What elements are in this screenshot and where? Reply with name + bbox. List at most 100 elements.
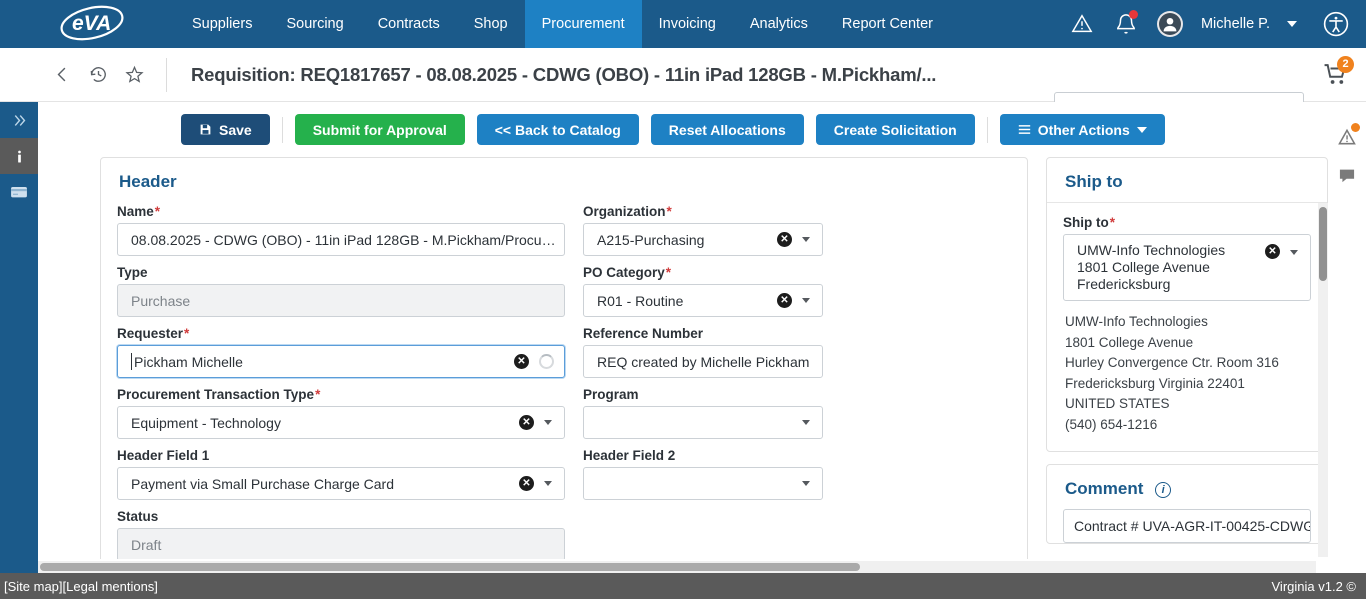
reference-number-value: REQ created by Michelle Pickham [597,353,810,370]
nav-item-invoicing[interactable]: Invoicing [658,16,716,32]
hf1-clear-icon[interactable]: ✕ [519,476,534,491]
notifications-bell-icon[interactable] [1104,0,1148,48]
ship-to-chevron-down-icon[interactable] [1290,250,1298,255]
header-field-1-select[interactable]: Payment via Small Purchase Charge Card ✕ [117,467,565,500]
field-requester-label: Requester* [117,326,190,341]
reference-number-input[interactable]: REQ created by Michelle Pickham [583,345,823,378]
scrollable-content: Header Name* 08.08.2025 - CDWG (OBO) - 1… [38,157,1328,573]
eva-logo[interactable]: eVA [0,0,175,48]
top-navigation-bar: eVA Suppliers Sourcing Contracts Shop Pr… [0,0,1366,48]
nav-item-sourcing[interactable]: Sourcing [286,16,344,32]
field-procurement-transaction-type: Procurement Transaction Type* Equipment … [117,387,583,439]
organization-clear-icon[interactable]: ✕ [777,232,792,247]
nav-item-procurement[interactable]: Procurement [524,0,642,48]
comment-input[interactable]: Contract # UVA-AGR-IT-00425-CDWG [1063,509,1311,544]
ship-to-divider [1047,202,1327,203]
sidebar-item-payment-card[interactable] [0,174,38,210]
favorite-star-icon[interactable] [116,57,152,93]
header-card: Header Name* 08.08.2025 - CDWG (OBO) - 1… [100,157,1028,559]
history-icon[interactable] [80,57,116,93]
field-status: Status Draft [117,509,583,559]
type-input-value: Purchase [131,292,191,309]
toolbar-divider-1 [281,116,283,143]
ship-to-field-label: Ship to* [1063,215,1116,230]
ship-to-select[interactable]: UMW-Info Technologies 1801 College Avenu… [1063,234,1311,302]
organization-select[interactable]: A215-Purchasing ✕ [583,223,823,256]
accessibility-icon[interactable] [1314,0,1358,48]
horizontal-scrollbar[interactable] [38,561,1316,573]
address-line-4: Fredericksburg Virginia 22401 [1065,375,1245,391]
po-category-chevron-down-icon[interactable] [802,298,810,303]
hf1-value: Payment via Small Purchase Charge Card [131,475,395,492]
back-arrow-icon[interactable] [44,57,80,93]
submit-for-approval-button[interactable]: Submit for Approval [294,114,465,145]
po-category-select[interactable]: R01 - Routine ✕ [583,284,823,317]
shopping-cart-button[interactable]: 2 [1314,54,1356,96]
warning-triangle-icon [1338,128,1356,145]
alerts-warning-icon[interactable] [1328,118,1366,156]
ship-to-card-title: Ship to [1065,172,1123,191]
right-sidebar-rail [1328,102,1366,573]
other-actions-button[interactable]: Other Actions [999,114,1165,145]
other-actions-label: Other Actions [1037,121,1130,138]
create-solicitation-button[interactable]: Create Solicitation [815,114,975,145]
action-toolbar: Save Submit for Approval << Back to Cata… [38,102,1328,157]
name-input[interactable]: 08.08.2025 - CDWG (OBO) - 11in iPad 128G… [117,223,565,256]
requester-clear-icon[interactable]: ✕ [514,354,529,369]
alert-warning-icon[interactable] [1060,0,1104,48]
info-tooltip-icon[interactable]: i [1155,481,1172,498]
user-avatar-icon [1158,13,1181,35]
address-line-1: UMW-Info Technologies [1065,314,1208,330]
user-menu-chevron-down-icon[interactable] [1270,0,1314,48]
reset-allocations-button[interactable]: Reset Allocations [650,114,804,145]
page-title-bar: Requisition: REQ1817657 - 08.08.2025 - C… [0,48,1366,124]
organization-chevron-down-icon[interactable] [802,237,810,242]
program-chevron-down-icon[interactable] [802,420,810,425]
ship-to-clear-icon[interactable]: ✕ [1265,244,1280,259]
nav-item-report-center[interactable]: Report Center [841,16,933,32]
ship-to-value: UMW-Info Technologies 1801 College Avenu… [1077,242,1226,293]
field-hf1-label: Header Field 1 [117,448,210,463]
hf2-chevron-down-icon[interactable] [802,481,810,486]
nav-item-shop[interactable]: Shop [473,16,508,32]
field-program-label: Program [583,387,639,402]
comments-panel-button[interactable] [1328,156,1366,194]
po-category-clear-icon[interactable]: ✕ [777,293,792,308]
vertical-scrollbar-thumb[interactable] [1319,207,1327,281]
sidebar-expand-icon[interactable] [0,102,38,138]
title-bar-icons [0,57,167,93]
toolbar-divider-2 [986,116,988,143]
header-field-2-select[interactable] [583,467,823,500]
nav-item-analytics[interactable]: Analytics [749,16,808,32]
requester-input[interactable]: Pickham Michelle ✕ [117,345,565,378]
credit-card-icon [11,187,27,198]
back-to-catalog-button[interactable]: << Back to Catalog [476,114,639,145]
ptt-clear-icon[interactable]: ✕ [519,415,534,430]
horizontal-scrollbar-thumb[interactable] [40,563,860,571]
legal-mentions-link[interactable]: [Legal mentions] [62,578,158,594]
nav-item-contracts[interactable]: Contracts [377,16,440,32]
header-card-title: Header [119,172,177,191]
hf1-chevron-down-icon[interactable] [544,481,552,486]
loading-spinner-icon [539,354,554,369]
chat-bubble-icon [1339,169,1355,183]
alerts-badge-dot [1351,123,1360,132]
program-select[interactable] [583,406,823,439]
sidebar-item-info[interactable] [0,138,38,174]
nav-item-suppliers[interactable]: Suppliers [192,16,253,32]
ptt-chevron-down-icon[interactable] [544,420,552,425]
procurement-transaction-type-select[interactable]: Equipment - Technology ✕ [117,406,565,439]
field-name-label: Name* [117,204,161,219]
save-button[interactable]: Save [181,114,270,145]
field-ptt-label: Procurement Transaction Type* [117,387,321,402]
avatar[interactable] [1148,0,1192,48]
vertical-scrollbar[interactable] [1318,203,1328,557]
cart-count-badge: 2 [1337,55,1354,73]
comment-card-title: Comment i [1047,465,1327,509]
field-requester: Requester* Pickham Michelle ✕ [117,326,583,378]
field-type-label: Type [117,265,148,280]
field-reference-number-label: Reference Number [583,326,704,341]
po-category-value: R01 - Routine [597,292,684,309]
site-map-link[interactable]: [Site map] [4,578,63,594]
other-actions-chevron-down-icon [1136,126,1147,133]
